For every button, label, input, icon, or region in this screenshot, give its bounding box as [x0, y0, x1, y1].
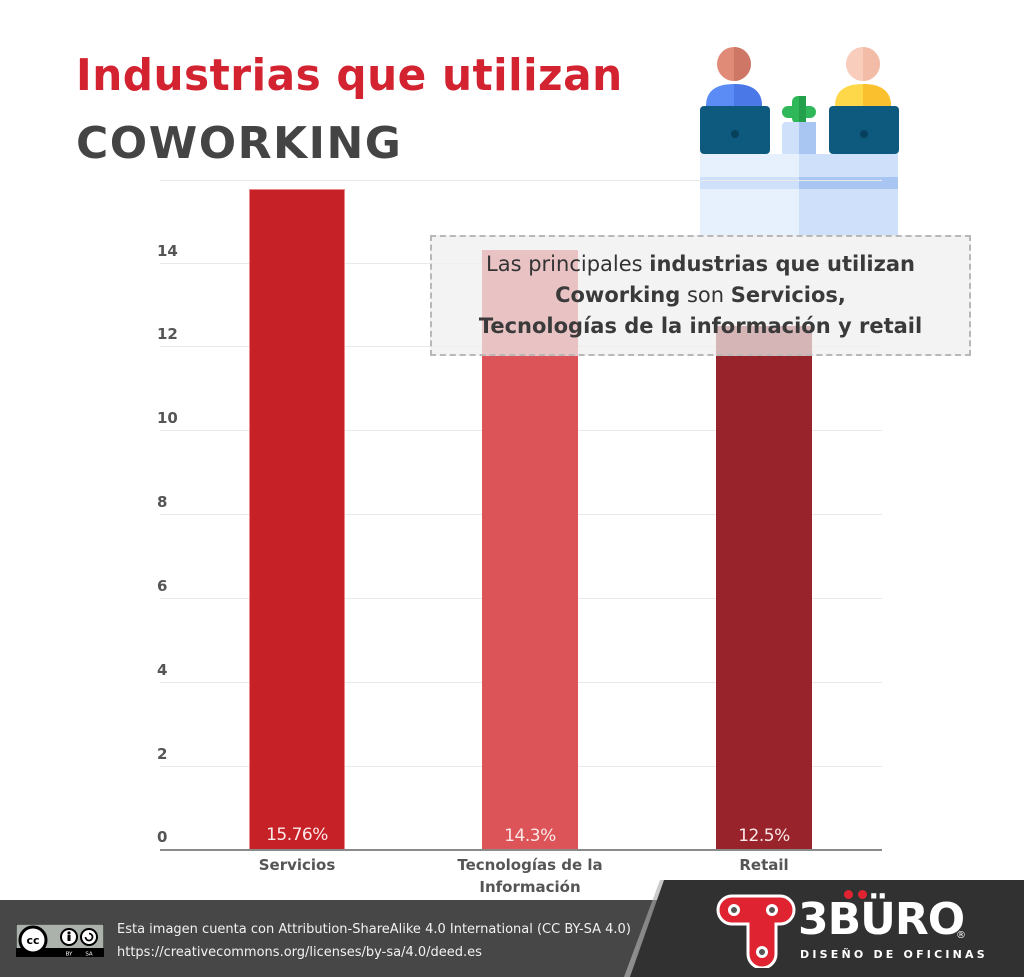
x-tick-label: Servicios — [258, 856, 336, 874]
callout-line-1: Las principales industrias que utilizan — [486, 252, 915, 276]
footer-brand-panel — [630, 880, 1024, 977]
chart-title: Industrias que utilizan — [76, 50, 623, 101]
bar-retail: 12.5% — [716, 326, 812, 850]
license-text: Esta imagen cuenta con Attribution-Share… — [117, 922, 631, 937]
svg-text:SA: SA — [85, 952, 93, 958]
svg-text:BY: BY — [66, 952, 73, 958]
brand-name: 3BÜRO — [798, 894, 965, 945]
gridline — [160, 180, 882, 181]
3buro-logo-icon — [716, 894, 796, 968]
x-tick-label: Tecnologías de la Información — [457, 856, 603, 896]
umlaut-dot — [858, 890, 867, 899]
brand-tagline: DISEÑO DE OFICINAS — [800, 948, 988, 961]
brand-logo[interactable]: 3BÜRO ® DISEÑO DE OFICINAS — [716, 890, 985, 970]
coworking-desk-icon — [700, 47, 899, 236]
y-tick-label: 10 — [157, 409, 178, 427]
callout-line-2: Coworking son Servicios, — [555, 283, 846, 307]
bar-value-label: 12.5% — [738, 826, 790, 846]
callout-box: Las principales industrias que utilizan … — [430, 235, 971, 356]
cc-by-sa-icon[interactable]: cc BY SA — [16, 924, 104, 957]
y-tick-label: 0 — [157, 828, 168, 846]
chart-subtitle: COWORKING — [76, 118, 403, 169]
registered-mark: ® — [956, 930, 966, 941]
y-tick-label: 8 — [157, 493, 168, 511]
y-tick-label: 14 — [157, 242, 178, 260]
x-tick-label: Retail — [739, 856, 789, 874]
y-tick-label: 12 — [157, 325, 178, 343]
bar-servicios: 15.76% — [249, 189, 345, 850]
callout-line-3: Tecnologías de la información y retail — [478, 314, 923, 338]
x-axis-line — [160, 849, 882, 851]
svg-text:cc: cc — [26, 934, 39, 947]
bar-value-label: 14.3% — [504, 826, 556, 846]
license-link[interactable]: https://creativecommons.org/licenses/by-… — [117, 945, 482, 960]
umlaut-dot — [844, 890, 853, 899]
y-tick-label: 2 — [157, 745, 168, 763]
bar-value-label: 15.76% — [266, 825, 328, 845]
y-tick-label: 4 — [157, 661, 168, 679]
y-tick-label: 6 — [157, 577, 168, 595]
